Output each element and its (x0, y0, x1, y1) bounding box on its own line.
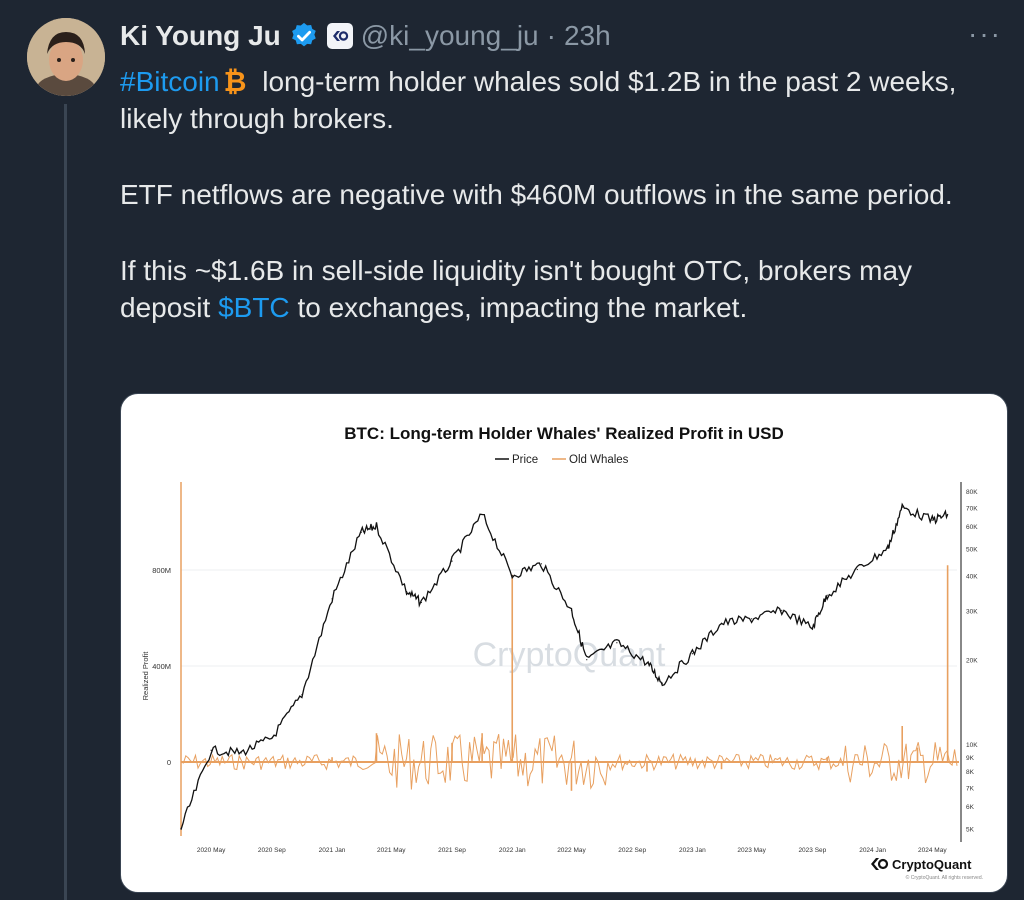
right-axis-tick: 70K (966, 505, 978, 512)
chart-title: BTC: Long-term Holder Whales' Realized P… (344, 424, 783, 443)
price-point (271, 737, 273, 739)
price-point (540, 563, 542, 565)
price-point (616, 642, 618, 644)
right-axis-tick: 20K (966, 658, 978, 665)
realized-profit-chart: BTC: Long-term Holder Whales' Realized P… (141, 424, 983, 881)
price-point (661, 682, 663, 684)
x-axis-ticks: 2020 May 2020 Sep 2021 Jan 2021 May 2021 Sep… (197, 847, 948, 854)
price-point (331, 598, 333, 600)
price-point (931, 519, 933, 521)
paragraph-1-text: long-term holder whales sold $1.2B in th… (120, 66, 957, 134)
paragraph-3: If this ~$1.6B in sell-side liquidity is… (120, 252, 1000, 326)
right-axis-tick: 80K (966, 489, 978, 496)
x-axis-tick: 2023 Sep (798, 847, 826, 854)
bitcoin-emoji-icon: ₿ (223, 66, 247, 97)
price-point (360, 531, 362, 533)
price-series (180, 502, 949, 830)
price-point (811, 627, 813, 629)
price-point (646, 662, 648, 664)
price-point (405, 591, 408, 593)
price-point (720, 622, 723, 624)
copyright: © CryptoQuant. All rights reserved. (906, 874, 983, 881)
price-point (826, 594, 828, 596)
right-axis-tick: 30K (966, 608, 978, 615)
price-point (180, 827, 182, 829)
hashtag-link[interactable]: #Bitcoin (120, 66, 220, 97)
x-axis-tick: 2020 Sep (258, 847, 286, 854)
x-axis-tick: 2022 Sep (618, 847, 646, 854)
paragraph-3-end: to exchanges, impacting the market. (297, 292, 748, 323)
avatar[interactable] (27, 18, 105, 96)
price-point (451, 560, 453, 562)
paragraph-1: #Bitcoin ₿ long-term holder whales sold $… (120, 63, 1000, 137)
watermark: CryptoQuant (473, 636, 666, 674)
price-point (511, 574, 513, 577)
cryptoquant-affiliate-icon[interactable] (326, 23, 353, 49)
cryptoquant-logo: CryptoQuant © CryptoQuant. All rights re… (871, 857, 983, 881)
y-axis-label: Realized Profit (141, 651, 150, 701)
cashtag-link[interactable]: $BTC (218, 292, 290, 323)
right-axis-tick: 7K (966, 785, 975, 792)
avatar-image (27, 18, 105, 96)
price-point (691, 653, 694, 655)
separator: · (546, 20, 556, 51)
tweet-text: #Bitcoin ₿ long-term holder whales sold $… (120, 63, 1000, 326)
right-axis-tick: 10K (966, 742, 978, 749)
price-point (375, 525, 378, 527)
price-point (887, 547, 889, 549)
chart-image-card[interactable]: BTC: Long-term Holder Whales' Realized P… (120, 393, 1008, 893)
price-point (570, 609, 573, 612)
price-point (901, 506, 903, 508)
right-axis-tick: 5K (966, 826, 975, 833)
price-point (240, 752, 242, 754)
thread-line (64, 104, 67, 900)
right-axis-tick: 40K (966, 573, 978, 580)
x-axis-tick: 2024 Jan (859, 847, 886, 854)
tweet-header: Ki Young Ju @ki_young_ju · 23h (120, 18, 611, 54)
more-icon[interactable]: ··· (968, 18, 1002, 49)
price-point (586, 659, 588, 661)
author-handle[interactable]: @ki_young_ju (360, 20, 539, 51)
right-axis-tick: 9K (966, 755, 975, 762)
right-axis-tick: 8K (966, 769, 975, 776)
x-axis-tick: 2024 May (918, 847, 947, 854)
price-line (180, 502, 949, 830)
x-axis-tick: 2022 May (557, 847, 586, 854)
legend-old-whales: Old Whales (569, 454, 629, 466)
left-axis-ticks: 0 400M 800M (152, 566, 171, 767)
price-point (856, 568, 858, 571)
x-axis-tick: 2023 May (737, 847, 766, 854)
left-axis-tick: 800M (152, 566, 171, 575)
paragraph-2: ETF netflows are negative with $460M out… (120, 179, 953, 210)
brand-name: CryptoQuant (892, 857, 972, 872)
x-axis-tick: 2021 Jan (319, 847, 346, 854)
x-axis-tick: 2021 May (377, 847, 406, 854)
price-point (420, 601, 423, 604)
chart-legend: Price Old Whales (495, 454, 629, 466)
right-axis-ticks: 5K 6K 7K 8K 9K 10K 20K 30K 40K 50K 60K 70K 80K (960, 482, 978, 842)
left-axis-tick: 400M (152, 662, 171, 671)
price-point (301, 694, 303, 696)
verified-badge-icon (291, 22, 316, 47)
right-axis-tick: 6K (966, 804, 975, 811)
timestamp[interactable]: 23h (563, 20, 611, 51)
right-axis-tick: 60K (966, 524, 978, 531)
paragraph-3-start: If this ~$1.6B in sell-side liquidity is… (120, 255, 913, 323)
left-axis-tick: 0 (167, 758, 171, 767)
old-whales-series (180, 482, 959, 836)
price-point (781, 609, 783, 612)
x-axis-tick: 2020 May (197, 847, 226, 854)
x-axis-tick: 2023 Jan (679, 847, 706, 854)
price-point (751, 618, 753, 620)
price-point (947, 513, 949, 516)
author-name[interactable]: Ki Young Ju (120, 20, 281, 51)
legend-price: Price (512, 454, 538, 466)
price-point (210, 749, 212, 751)
x-axis-tick: 2022 Jan (499, 847, 526, 854)
x-axis-tick: 2021 Sep (438, 847, 466, 854)
price-point (481, 513, 483, 516)
right-axis-tick: 50K (966, 546, 978, 553)
